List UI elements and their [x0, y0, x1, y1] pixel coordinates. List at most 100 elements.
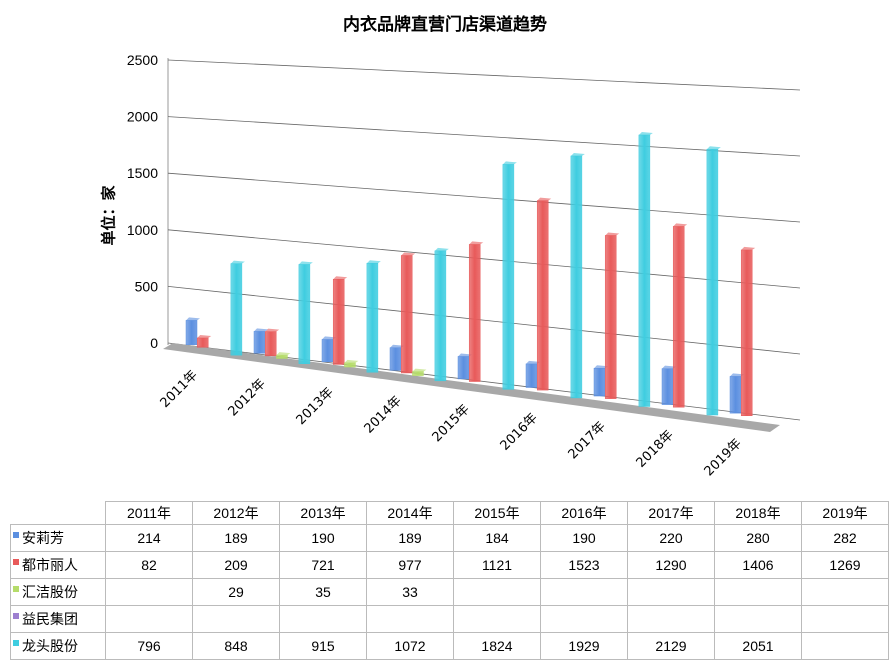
- column-header: 2016年: [540, 501, 628, 525]
- bar-top: [638, 131, 653, 135]
- column-header: 2019年: [801, 501, 889, 525]
- bar-龙头股份: [706, 148, 719, 416]
- table-row: 益民集团: [10, 605, 889, 633]
- legend-swatch: [13, 640, 19, 646]
- bar-top: [469, 241, 484, 245]
- bar-安莉芳: [525, 363, 538, 388]
- table-cell: [453, 578, 541, 606]
- y-tick-label: 2000: [127, 109, 158, 125]
- table-cell: [105, 605, 193, 633]
- bar-汇洁股份: [412, 371, 424, 376]
- table-cell: 2051: [714, 632, 802, 660]
- table-cell: 848: [192, 632, 280, 660]
- bar-安莉芳: [729, 376, 742, 414]
- table-cell: 29: [192, 578, 280, 606]
- table-cell: [366, 605, 454, 633]
- bar-top: [730, 373, 744, 377]
- bar-top: [344, 359, 359, 363]
- gridline: [167, 116, 801, 157]
- y-tick-label: 500: [135, 278, 159, 294]
- bar-都市丽人: [536, 200, 549, 391]
- table-cell: 189: [192, 524, 280, 552]
- bar-汇洁股份: [344, 362, 356, 368]
- x-tick-label: 2018年: [634, 428, 677, 471]
- table-cell: 209: [192, 551, 280, 579]
- table-cell: 1290: [627, 551, 715, 579]
- bar-top: [526, 360, 540, 364]
- table-cell: 915: [279, 632, 367, 660]
- legend-entry: 龙头股份: [10, 632, 106, 660]
- table-cell: [801, 578, 889, 606]
- series-name: 益民集团: [22, 612, 78, 628]
- bar-top: [502, 161, 517, 165]
- table-cell: 190: [540, 524, 628, 552]
- bar-都市丽人: [264, 331, 277, 357]
- table-cell: 721: [279, 551, 367, 579]
- bar-top: [265, 328, 280, 332]
- table-cell: 1072: [366, 632, 454, 660]
- table-cell: [714, 605, 802, 633]
- column-header: 2015年: [453, 501, 541, 525]
- table-cell: [279, 605, 367, 633]
- series-name: 汇洁股份: [22, 585, 78, 601]
- x-tick-label: 2011年: [158, 368, 201, 411]
- bar-都市丽人: [672, 226, 685, 408]
- bar-top: [458, 353, 472, 357]
- bar-龙头股份: [434, 250, 447, 382]
- x-tick-label: 2015年: [430, 402, 473, 445]
- bar-都市丽人: [740, 249, 753, 417]
- gridline: [167, 172, 801, 223]
- table-row: 龙头股份 796 848 915 1072 1824 1929 2129 2051: [10, 632, 889, 660]
- bar-都市丽人: [400, 255, 413, 374]
- bar-安莉芳: [457, 356, 470, 380]
- series-name: 龙头股份: [22, 639, 78, 655]
- table-cell: [105, 578, 193, 606]
- series-name: 安莉芳: [22, 531, 64, 547]
- y-tick-label: 1000: [127, 222, 158, 238]
- table-cell: 1523: [540, 551, 628, 579]
- table-cell: 189: [366, 524, 454, 552]
- x-tick-label: 2013年: [294, 385, 337, 428]
- table-header: 2011年 2012年 2013年 2014年 2015年 2016年 2017年 2018年…: [10, 501, 889, 525]
- bar-top: [322, 336, 336, 340]
- bar-top: [434, 247, 449, 251]
- bar-都市丽人: [332, 278, 345, 365]
- table-cell: 214: [105, 524, 193, 552]
- x-tick-label: 2019年: [702, 436, 745, 479]
- bar-top: [741, 246, 756, 250]
- table-cell: 1824: [453, 632, 541, 660]
- table-corner: [10, 501, 106, 525]
- table-cell: 190: [279, 524, 367, 552]
- bar-top: [366, 260, 381, 264]
- table-cell: 1406: [714, 551, 802, 579]
- table-cell: 1929: [540, 632, 628, 660]
- legend-entry: 益民集团: [10, 605, 106, 633]
- bar-top: [197, 334, 212, 338]
- table-cell: 33: [366, 578, 454, 606]
- legend-entry: 都市丽人: [10, 551, 106, 579]
- x-tick-label: 2016年: [498, 411, 541, 454]
- gridline: [167, 286, 801, 355]
- table-cell: [627, 605, 715, 633]
- table-cell: 1121: [453, 551, 541, 579]
- bar-龙头股份: [638, 134, 651, 407]
- table-cell: 280: [714, 524, 802, 552]
- bar-龙头股份: [230, 263, 243, 356]
- column-header: 2011年: [105, 501, 193, 525]
- legend-entry: 汇洁股份: [10, 578, 106, 606]
- table-cell: [453, 605, 541, 633]
- y-tick-label: 1500: [127, 165, 158, 181]
- bar-top: [186, 317, 200, 321]
- table-cell: 282: [801, 524, 889, 552]
- bar-top: [570, 152, 585, 156]
- bar-龙头股份: [502, 164, 515, 390]
- bar-top: [401, 252, 416, 256]
- table-cell: [192, 605, 280, 633]
- bar-top: [537, 197, 552, 201]
- column-header: 2014年: [366, 501, 454, 525]
- table-cell: [540, 605, 628, 633]
- bar-都市丽人: [604, 235, 617, 399]
- column-header: 2013年: [279, 501, 367, 525]
- chart-floor: [163, 343, 780, 432]
- series-name: 都市丽人: [22, 558, 78, 574]
